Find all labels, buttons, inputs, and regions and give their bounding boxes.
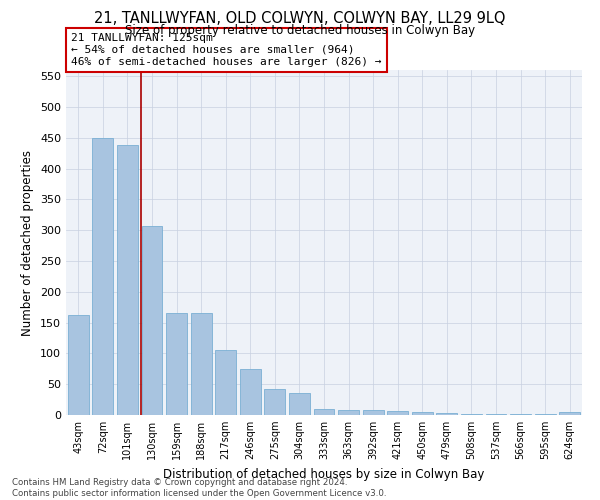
Bar: [485, 414, 506, 415]
X-axis label: Distribution of detached houses by size in Colwyn Bay: Distribution of detached houses by size …: [163, 468, 485, 480]
Bar: [215, 350, 236, 415]
Bar: [289, 394, 310, 415]
Bar: [117, 145, 138, 415]
Y-axis label: Number of detached properties: Number of detached properties: [22, 150, 34, 336]
Bar: [412, 412, 433, 415]
Bar: [265, 389, 286, 415]
Bar: [92, 138, 113, 415]
Bar: [68, 314, 89, 415]
Text: 21 TANLLWYFAN: 125sqm
← 54% of detached houses are smaller (964)
46% of semi-det: 21 TANLLWYFAN: 125sqm ← 54% of detached …: [71, 34, 382, 66]
Bar: [166, 314, 187, 415]
Text: Size of property relative to detached houses in Colwyn Bay: Size of property relative to detached ho…: [125, 24, 475, 37]
Bar: [436, 413, 457, 415]
Bar: [362, 410, 383, 415]
Bar: [461, 414, 482, 415]
Text: Contains HM Land Registry data © Crown copyright and database right 2024.
Contai: Contains HM Land Registry data © Crown c…: [12, 478, 386, 498]
Bar: [191, 314, 212, 415]
Bar: [387, 410, 408, 415]
Bar: [142, 226, 163, 415]
Bar: [510, 414, 531, 415]
Bar: [338, 410, 359, 415]
Text: 21, TANLLWYFAN, OLD COLWYN, COLWYN BAY, LL29 9LQ: 21, TANLLWYFAN, OLD COLWYN, COLWYN BAY, …: [94, 11, 506, 26]
Bar: [535, 414, 556, 415]
Bar: [559, 412, 580, 415]
Bar: [314, 409, 334, 415]
Bar: [240, 369, 261, 415]
